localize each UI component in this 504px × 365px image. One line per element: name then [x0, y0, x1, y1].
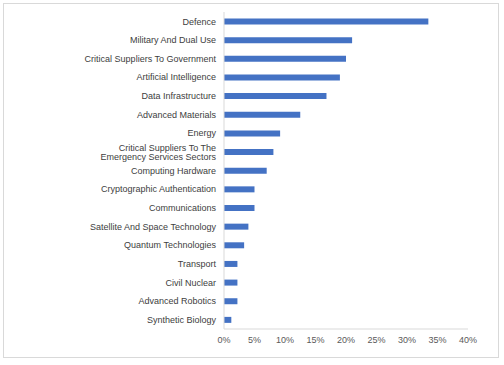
svg-text:Critical Suppliers To Governme: Critical Suppliers To Government	[85, 54, 217, 64]
svg-text:35%: 35%	[428, 335, 446, 345]
svg-text:Military And Dual Use: Military And Dual Use	[130, 35, 216, 45]
svg-text:30%: 30%	[398, 335, 416, 345]
svg-text:Synthetic Biology: Synthetic Biology	[147, 315, 217, 325]
svg-text:Defence: Defence	[182, 17, 216, 27]
svg-text:Advanced Materials: Advanced Materials	[137, 110, 217, 120]
svg-text:Advanced Robotics: Advanced Robotics	[138, 296, 216, 306]
svg-text:Communications: Communications	[149, 203, 217, 213]
svg-text:5%: 5%	[248, 335, 261, 345]
svg-text:Computing Hardware: Computing Hardware	[131, 166, 216, 176]
svg-text:25%: 25%	[367, 335, 385, 345]
svg-text:Quantum Technologies: Quantum Technologies	[124, 240, 216, 250]
svg-text:Civil Nuclear: Civil Nuclear	[165, 278, 216, 288]
svg-text:20%: 20%	[337, 335, 355, 345]
svg-text:Transport: Transport	[178, 259, 217, 269]
svg-text:15%: 15%	[306, 335, 324, 345]
svg-text:Energy: Energy	[187, 128, 216, 138]
svg-text:Critical Suppliers To TheEmerg: Critical Suppliers To TheEmergency Servi…	[100, 143, 216, 162]
svg-text:0%: 0%	[217, 335, 230, 345]
svg-text:10%: 10%	[276, 335, 294, 345]
svg-text:Data Infrastructure: Data Infrastructure	[141, 91, 216, 101]
svg-text:Satellite And Space Technology: Satellite And Space Technology	[90, 222, 216, 232]
svg-text:Cryptographic Authentication: Cryptographic Authentication	[101, 184, 216, 194]
svg-text:40%: 40%	[459, 335, 477, 345]
svg-text:Artificial Intelligence: Artificial Intelligence	[136, 72, 216, 82]
